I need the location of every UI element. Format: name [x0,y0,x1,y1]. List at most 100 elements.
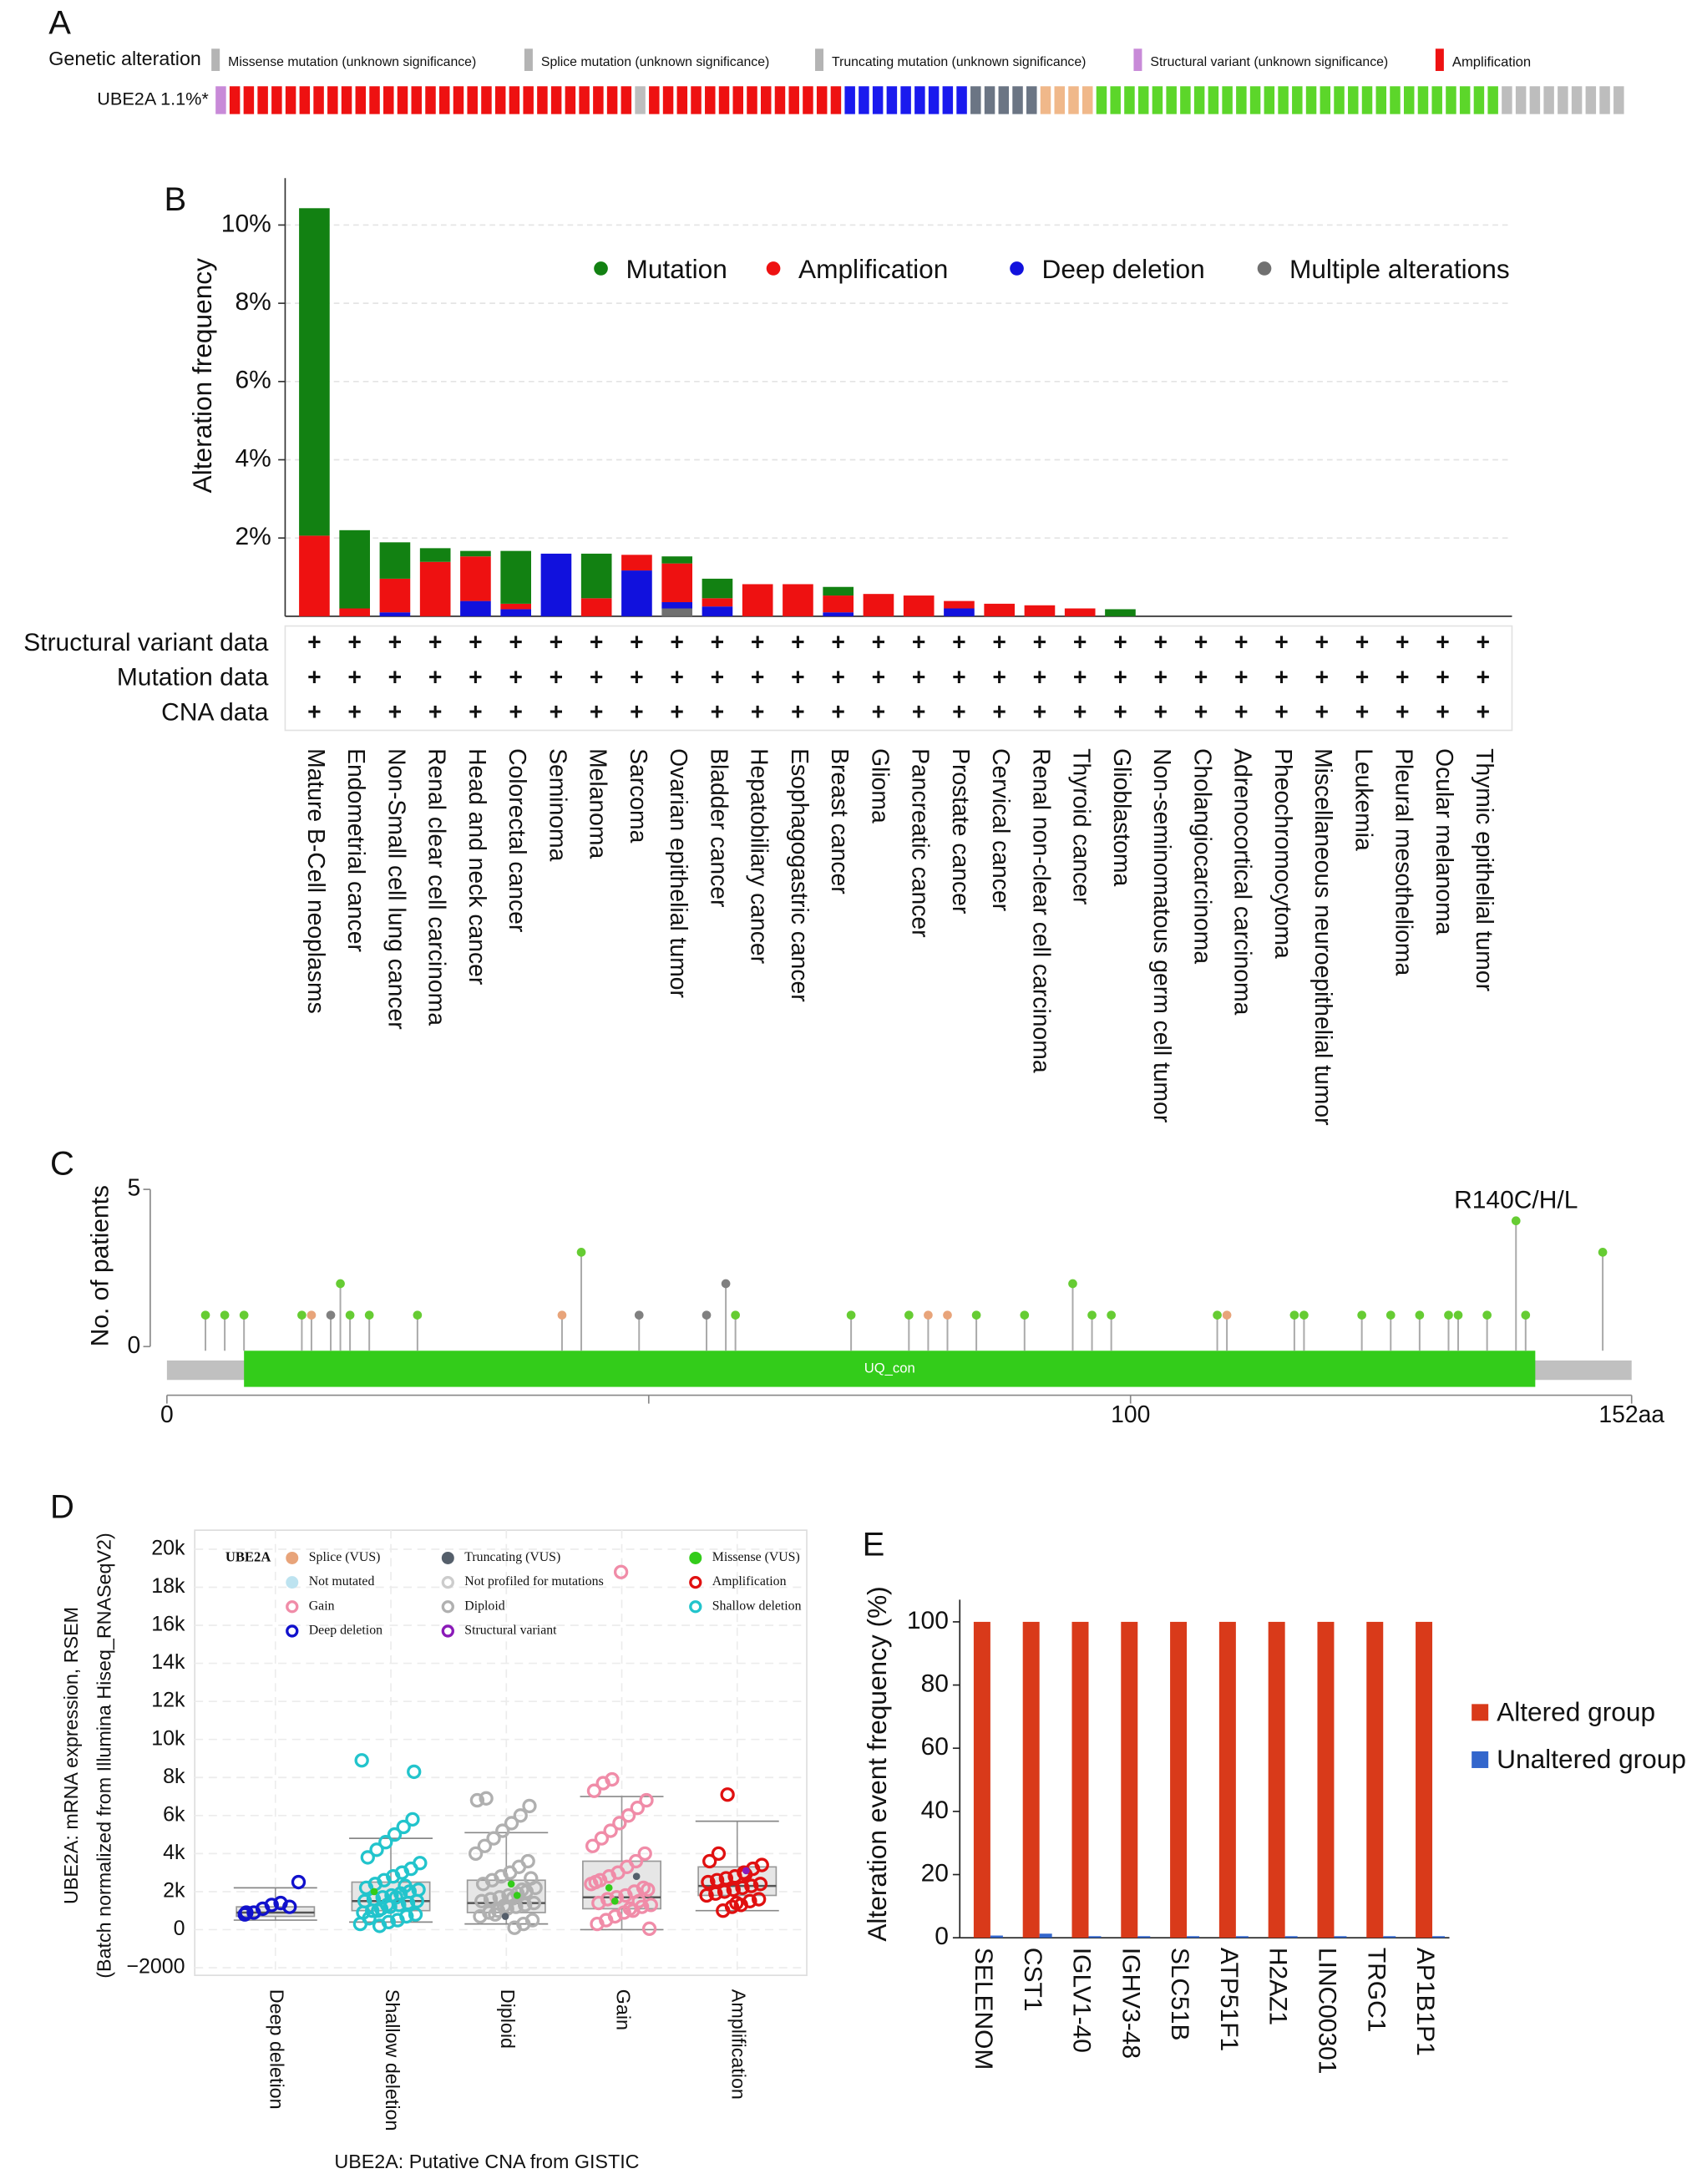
sample-point [709,1872,725,1888]
x-tick-label: Endometrial cancer [343,748,370,952]
legend-label: Amplification [798,254,948,284]
y-axis-title: No. of patients [87,1185,114,1346]
data-marker: + [872,629,886,656]
bar-segment [621,570,652,616]
sample-cell [788,86,799,114]
legend-label: Multiple alterations [1289,254,1510,284]
sample-point [613,1564,629,1579]
data-marker: + [1113,629,1127,656]
x-axis-title: UBE2A: Putative CNA from GISTIC [334,2151,639,2172]
legend-label: Truncating (VUS) [464,1550,560,1564]
bar-segment [500,609,531,616]
data-marker: + [550,629,564,656]
sample-point [239,1905,254,1920]
sample-cell [579,86,590,114]
sample-point [357,1893,372,1908]
sample-point [407,1764,422,1780]
sample-point [378,1835,393,1850]
sample-point [735,1880,750,1896]
bar-segment [500,550,531,604]
data-marker: + [992,663,1006,690]
sample-cell [900,86,911,114]
lollipop-head [1511,1216,1521,1226]
data-marker: + [912,698,926,725]
x-tick-label: CST1 [1019,1948,1046,2012]
panel-label: C [50,1145,74,1182]
legend-swatch [1435,48,1444,71]
legend-label: Deep deletion [1042,254,1205,284]
sample-cell [411,86,423,114]
data-marker: + [872,663,886,690]
data-marker: + [1113,663,1127,690]
data-marker: + [1355,698,1370,725]
sample-point [479,1791,494,1806]
data-marker: + [388,663,403,690]
legend-swatch [1133,48,1142,71]
data-marker: + [1153,629,1168,656]
data-marker: + [347,698,362,725]
mutation-point [605,1884,613,1892]
x-tick-label: 0 [160,1401,174,1427]
y-tick-label: 14k [151,1650,185,1674]
bar-segment [339,530,370,609]
sample-point [588,1874,603,1890]
sample-cell [215,86,226,114]
lollipop-head [1068,1279,1077,1289]
sample-point [641,1882,656,1898]
legend-marker [286,1624,299,1638]
y-tick-label: 20k [151,1537,185,1560]
data-marker: + [1396,629,1410,656]
lollipop-head [1598,1248,1608,1257]
sample-cell [830,86,842,114]
bar-segment [823,586,854,596]
lollipop-head [634,1310,644,1320]
legend-label: Diploid [464,1599,504,1613]
data-marker: + [952,629,966,656]
legend-marker [441,1551,454,1564]
y-tick-label: −2000 [126,1955,185,1979]
y-tick-label: 0 [174,1917,185,1940]
sample-point [637,1846,652,1862]
sample-cell [1487,86,1498,114]
sample-cell [1278,86,1289,114]
sample-cell [383,86,394,114]
sample-point [524,1913,540,1928]
lollipop-head [1482,1310,1492,1320]
legend-label: Gain [309,1599,335,1613]
x-tick-label: Shallow deletion [382,1989,403,2131]
legend-title: UBE2A [225,1548,271,1564]
data-marker: + [428,629,443,656]
lollipop-head [1357,1310,1366,1320]
sample-point [631,1893,646,1908]
sample-point [641,1921,657,1936]
mutation-point [610,1897,619,1905]
sample-cell [1305,86,1317,114]
x-tick-label: LINC00301 [1314,1948,1341,2075]
sample-cell [257,86,268,114]
mutation-point [513,1892,521,1899]
legend-label: Splice mutation (unknown significance) [541,55,769,69]
sample-cell [844,86,855,114]
x-tick-label: ATP51F1 [1215,1948,1243,2051]
sample-cell [425,86,436,114]
y-tick-label: 18k [151,1574,185,1598]
lollipop-head [721,1279,731,1289]
x-tick-label: Thymic epithelial tumor [1472,748,1498,991]
sample-point [362,1911,377,1926]
lollipop-head [904,1310,914,1320]
data-marker: + [751,629,765,656]
x-tick-label: Hepatobiliary cancer [747,748,773,964]
legend-label: Truncating mutation (unknown significanc… [832,55,1086,69]
bar-segment [984,603,1016,616]
sample-point [513,1808,528,1823]
bar-segment [580,598,612,616]
sample-cell [369,86,380,114]
y-axis-title: Alteration frequency [187,258,217,493]
sample-cell [1292,86,1303,114]
sample-point [496,1898,512,1913]
sample-cell [942,86,954,114]
sample-cell [1236,86,1247,114]
sample-cell [1320,86,1331,114]
bar-segment [823,612,854,616]
